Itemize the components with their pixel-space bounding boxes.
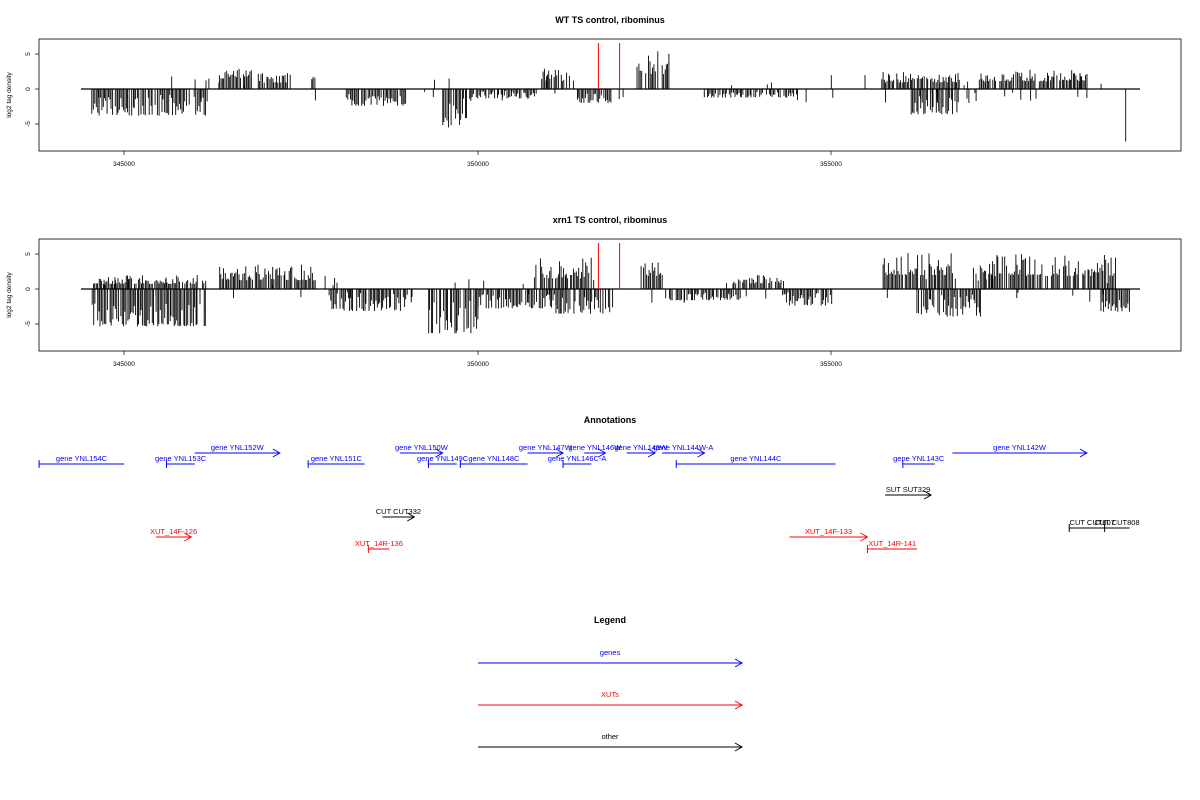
xrn1-x-axis: 345000 350000 355000 bbox=[113, 351, 842, 368]
annotation-features: gene YNL154C gene YNL153C gene YNL152W gene… bbox=[38, 443, 1140, 554]
feature-label: gene YNL154C bbox=[56, 454, 108, 463]
feature-gene: gene YNL149C bbox=[417, 454, 469, 469]
feature-xut: XUT_14R-136 bbox=[355, 539, 403, 554]
legend-entry-xut: XUTs bbox=[478, 690, 744, 710]
feature-gene: gene YNL152W bbox=[194, 443, 281, 458]
feature-xut: XUT_14F-133 bbox=[789, 527, 869, 542]
xrn1-signal-bars bbox=[91, 253, 1130, 334]
wt-signal-bars bbox=[91, 51, 1127, 142]
arrowhead bbox=[697, 448, 706, 458]
wt-track-panel: WT TS control, ribominus log2 tag densit… bbox=[6, 15, 1182, 168]
xrn1-track-title: xrn1 TS control, ribominus bbox=[553, 215, 668, 225]
feature-gene: gene YNL143C bbox=[893, 454, 945, 469]
arrowhead bbox=[923, 490, 933, 500]
feature-label: CUT CUT808 bbox=[1094, 518, 1139, 527]
legend-entry-gene: genes bbox=[478, 648, 744, 668]
legend-label: XUTs bbox=[601, 690, 619, 699]
feature-label: gene YNL146W bbox=[568, 443, 622, 452]
feature-xut: XUT_14R-141 bbox=[866, 539, 917, 554]
feature-label: gene YNL142W bbox=[993, 443, 1047, 452]
arrowhead bbox=[435, 448, 444, 458]
feature-label: CUT CUT807 bbox=[1070, 518, 1115, 527]
arrowhead bbox=[407, 512, 416, 522]
wt-plot-frame bbox=[38, 38, 1182, 152]
feature-gene: gene YNL150W bbox=[395, 443, 449, 458]
feature-label: gene YNL151C bbox=[311, 454, 363, 463]
feature-gene: gene YNL146W bbox=[568, 443, 622, 458]
annotations-title: Annotations bbox=[584, 415, 637, 425]
xrn1-y-tick-label-1: 0 bbox=[25, 287, 32, 291]
xrn1-y-tick-label-2: -5 bbox=[25, 321, 32, 327]
feature-other: CUT CUT808 bbox=[1094, 518, 1140, 533]
feature-label: gene YNL147W bbox=[519, 443, 573, 452]
xrn1-y-axis: 5 0 -5 bbox=[25, 252, 39, 327]
feature-gene: gene YNL148C bbox=[459, 454, 528, 469]
legend-title: Legend bbox=[594, 615, 626, 625]
feature-label: gene YNL150W bbox=[395, 443, 449, 452]
xrn1-y-tick-label-0: 5 bbox=[25, 252, 32, 256]
arrowhead bbox=[184, 532, 193, 542]
feature-gene: gene YNL144W-A bbox=[653, 443, 713, 458]
feature-label: gene YNL145W bbox=[614, 443, 668, 452]
xrn1-plot-frame bbox=[38, 238, 1182, 352]
wt-y-axis: 5 0 -5 bbox=[25, 52, 39, 127]
xrn1-markers bbox=[597, 243, 621, 289]
legend-label: other bbox=[601, 732, 619, 741]
feature-gene: gene YNL151C bbox=[307, 454, 365, 469]
legend: genes XUTs other bbox=[478, 648, 744, 752]
feature-gene: gene YNL153C bbox=[155, 454, 207, 469]
feature-label: gene YNL144C bbox=[730, 454, 782, 463]
feature-gene: gene YNL146C-A bbox=[548, 454, 607, 469]
xrn1-track-panel: xrn1 TS control, ribominus log2 tag dens… bbox=[6, 215, 1182, 368]
feature-gene: gene YNL144C bbox=[675, 454, 836, 469]
feature-gene: gene YNL147W bbox=[519, 443, 573, 458]
feature-label: XUT_14F-126 bbox=[150, 527, 197, 536]
feature-label: gene YNL148C bbox=[468, 454, 520, 463]
feature-gene: gene YNL154C bbox=[38, 454, 124, 469]
feature-label: gene YNL146C-A bbox=[548, 454, 607, 463]
legend-entry-other: other bbox=[478, 732, 744, 752]
feature-label: CUT CUT332 bbox=[376, 507, 421, 516]
feature-label: gene YNL153C bbox=[155, 454, 207, 463]
arrowhead bbox=[647, 448, 657, 458]
arrowhead bbox=[598, 448, 607, 458]
feature-gene: gene YNL142W bbox=[952, 443, 1088, 458]
legend-label: genes bbox=[600, 648, 621, 657]
xrn1-x-tick-label-0: 345000 bbox=[113, 361, 135, 368]
feature-gene: gene YNL145W bbox=[614, 443, 668, 458]
arrowhead bbox=[734, 658, 744, 668]
xrn1-x-tick-label-2: 355000 bbox=[820, 361, 842, 368]
feature-label: XUT_14F-133 bbox=[805, 527, 852, 536]
feature-label: XUT_14R-136 bbox=[355, 539, 403, 548]
wt-track-title: WT TS control, ribominus bbox=[555, 15, 665, 25]
wt-y-tick-label-0: 5 bbox=[25, 52, 32, 56]
arrowhead bbox=[860, 532, 869, 542]
feature-label: gene YNL143C bbox=[893, 454, 945, 463]
wt-y-tick-label-1: 0 bbox=[25, 87, 32, 91]
feature-other: SUT SUT329 bbox=[885, 485, 933, 500]
wt-x-axis: 345000 350000 355000 bbox=[113, 151, 842, 168]
feature-label: gene YNL152W bbox=[211, 443, 265, 452]
wt-x-tick-label-2: 355000 bbox=[820, 161, 842, 168]
arrowhead bbox=[1079, 448, 1088, 458]
wt-y-axis-label: log2 tag density bbox=[6, 71, 13, 117]
arrowhead bbox=[734, 700, 744, 710]
wt-y-tick-label-2: -5 bbox=[25, 121, 32, 127]
xrn1-y-axis-label: log2 tag density bbox=[6, 271, 13, 317]
xrn1-x-tick-label-1: 350000 bbox=[467, 361, 489, 368]
arrowhead bbox=[555, 448, 565, 458]
feature-label: gene YNL144W-A bbox=[653, 443, 713, 452]
wt-x-tick-label-0: 345000 bbox=[113, 161, 135, 168]
arrowhead bbox=[734, 742, 744, 752]
wt-markers bbox=[597, 43, 621, 89]
feature-label: gene YNL149C bbox=[417, 454, 469, 463]
feature-other: CUT CUT332 bbox=[376, 507, 421, 522]
feature-label: SUT SUT329 bbox=[886, 485, 930, 494]
wt-x-tick-label-1: 350000 bbox=[467, 161, 489, 168]
feature-xut: XUT_14F-126 bbox=[150, 527, 197, 542]
feature-label: XUT_14R-141 bbox=[868, 539, 916, 548]
arrowhead bbox=[272, 448, 281, 458]
